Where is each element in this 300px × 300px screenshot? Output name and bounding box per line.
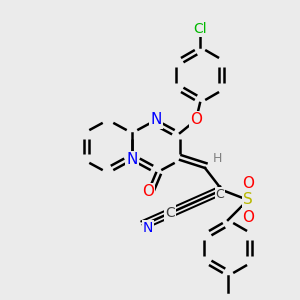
Text: O: O [190,112,202,128]
Text: H: H [212,152,222,164]
Text: S: S [243,193,253,208]
Text: C: C [216,188,224,200]
Text: O: O [242,209,254,224]
Text: N: N [150,112,162,128]
Text: O: O [142,184,154,200]
Text: Cl: Cl [193,22,207,36]
Text: O: O [242,176,254,190]
Text: N: N [126,152,138,167]
Text: N: N [143,221,153,235]
Text: C: C [165,206,175,220]
